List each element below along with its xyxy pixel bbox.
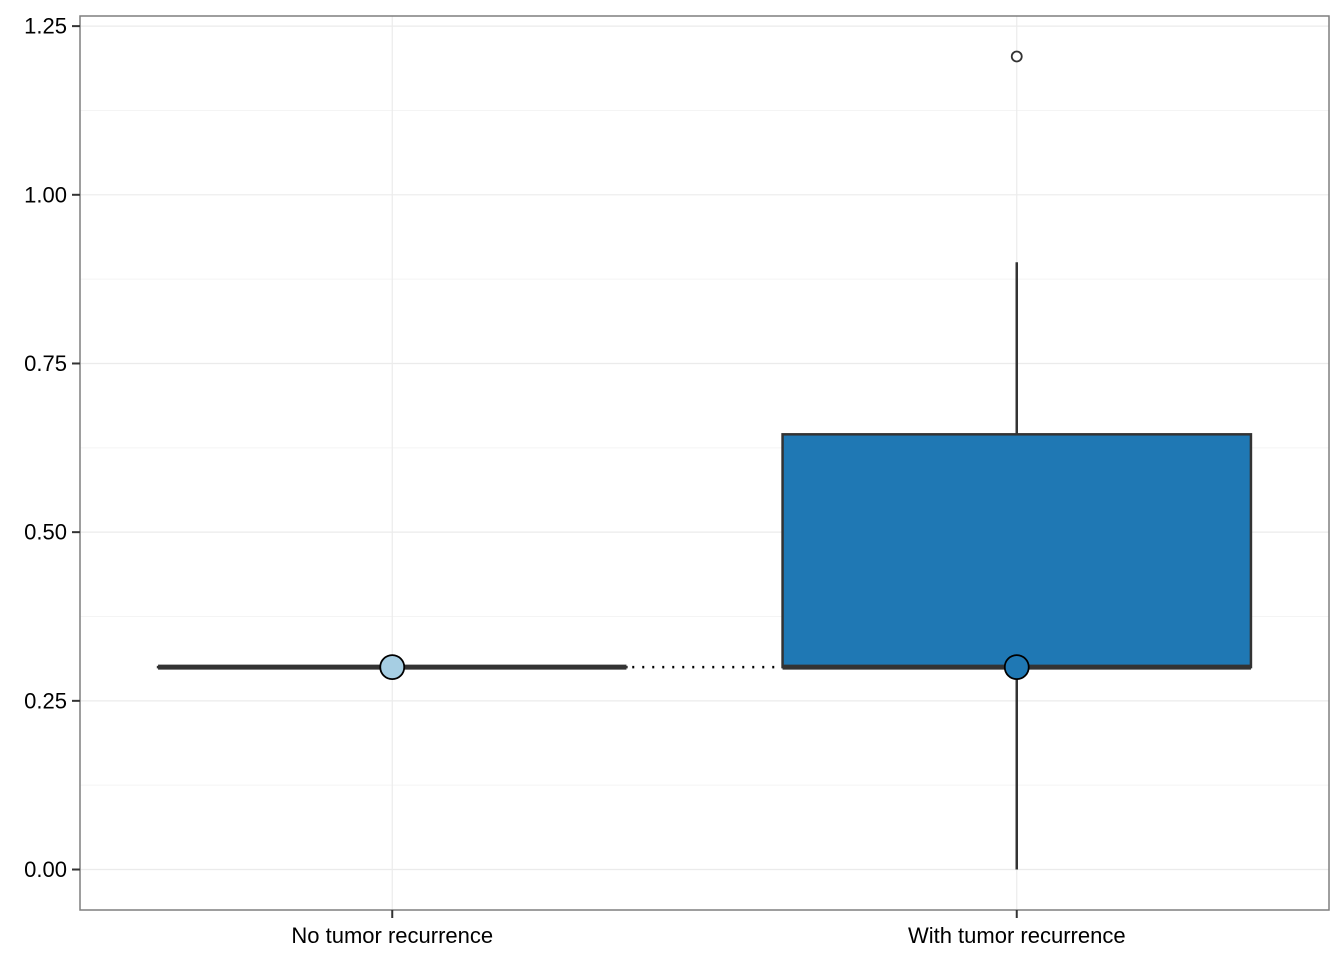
outlier-point [1010, 50, 1023, 63]
box-group [781, 50, 1253, 870]
y-tick-label: 0.50 [24, 520, 67, 545]
y-tick-label: 1.00 [24, 182, 67, 207]
y-tick-label: 0.25 [24, 688, 67, 713]
y-tick-label: 0.00 [24, 857, 67, 882]
mean-points [379, 654, 1030, 681]
y-tick-label: 0.75 [24, 351, 67, 376]
x-tick-label: No tumor recurrence [291, 923, 493, 948]
axes: 0.00 0.25 0.50 0.75 1.00 1.25 No tumor recurre… [24, 14, 1125, 948]
mean-point [1003, 654, 1030, 681]
panel-border [79, 15, 1330, 911]
x-tick-label: With tumor recurrence [908, 923, 1126, 948]
boxes [156, 50, 1253, 870]
mean-point [379, 654, 406, 681]
grid-lines [80, 16, 1329, 910]
y-tick-label: 1.25 [24, 14, 67, 39]
box-body [781, 433, 1253, 669]
